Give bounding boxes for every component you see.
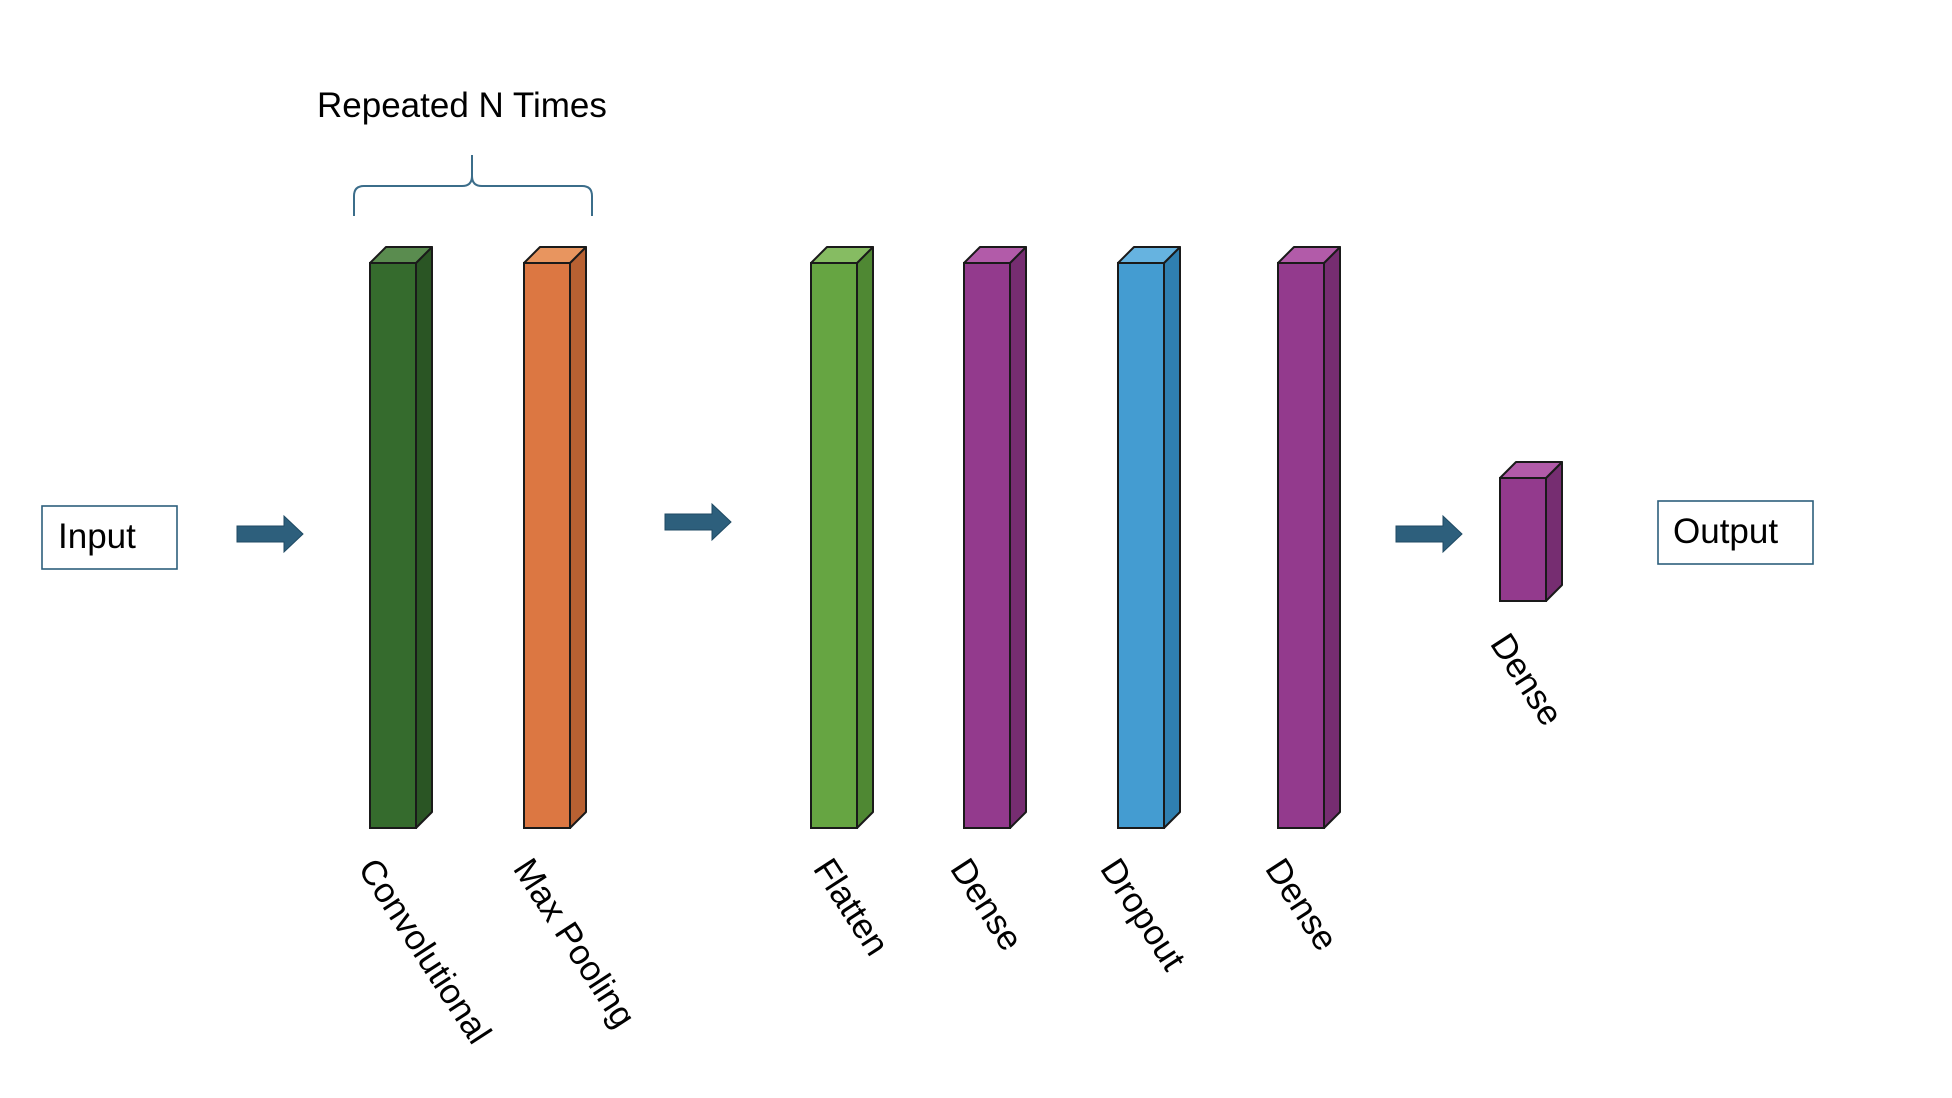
layer-label: Max Pooling [505,852,643,1035]
input-label: Input [58,517,136,556]
layer-block [1499,461,1563,602]
layer-block [369,246,433,829]
repeat-group: Repeated N Times [317,86,607,216]
output-label: Output [1673,512,1778,551]
layer-side-face [569,246,587,829]
arrow-right-icon [664,502,732,542]
layer-block [963,246,1027,829]
layer-side-face [415,246,433,829]
layer-block [523,246,587,829]
layer-front-face [523,262,571,829]
layer-side-face [856,246,874,829]
arrow-right-icon [1395,514,1463,554]
layer-blocks [369,246,1563,829]
layer-side-face [1009,246,1027,829]
layer-front-face [963,262,1011,829]
layer-front-face [1499,477,1547,602]
layer-label: Dropout [1092,852,1193,978]
layer-label: Dense [942,852,1030,958]
layer-top-face [523,246,587,264]
layer-top-face [1117,246,1181,264]
output-node: Output [1657,500,1814,565]
arrow-right-icon [236,514,304,554]
layer-top-face [369,246,433,264]
layer-label: Dense [1257,852,1345,958]
layer-block [1117,246,1181,829]
layer-label: Dense [1482,627,1570,733]
layer-block [1277,246,1341,829]
output-box [1657,500,1814,565]
input-box [41,505,178,570]
layer-side-face [1163,246,1181,829]
layer-front-face [1277,262,1325,829]
arrows [236,502,1463,554]
layer-side-face [1323,246,1341,829]
layer-front-face [1117,262,1165,829]
repeat-brace [353,155,593,216]
layer-side-face [1545,461,1563,602]
layer-front-face [369,262,417,829]
layer-label: Convolutional [350,852,498,1051]
layer-label: Flatten [805,852,896,963]
input-node: Input [41,505,178,570]
repeat-label: Repeated N Times [317,86,607,125]
layer-top-face [1277,246,1341,264]
layer-top-face [810,246,874,264]
layer-top-face [963,246,1027,264]
layer-top-face [1499,461,1563,479]
layer-front-face [810,262,858,829]
layer-block [810,246,874,829]
